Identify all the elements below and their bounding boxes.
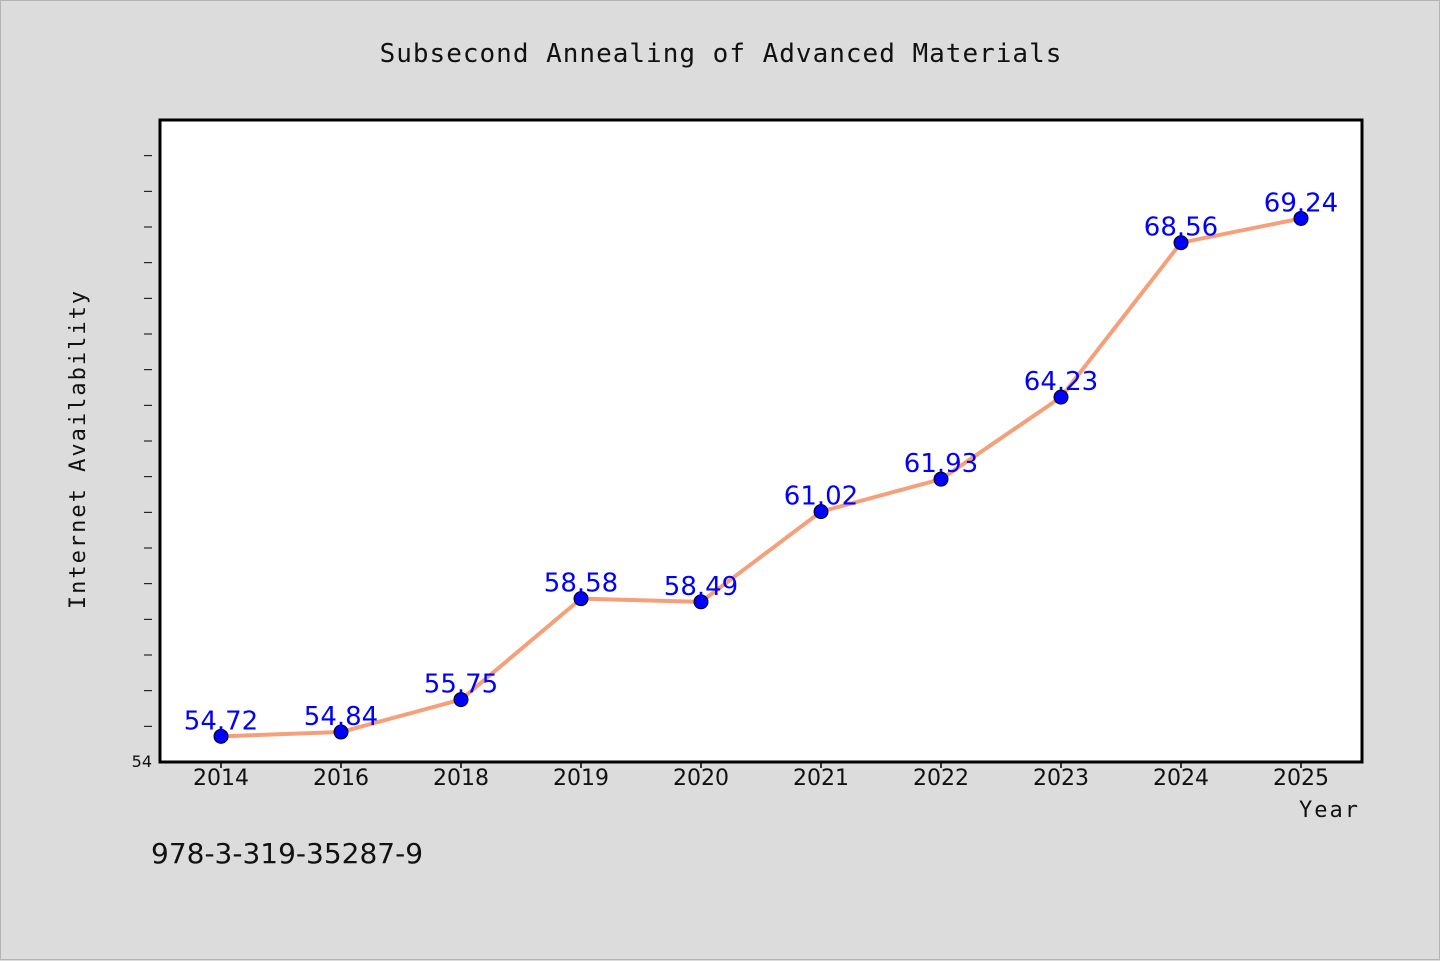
x-tick-label: 2020 [673, 766, 729, 791]
data-label: 58.49 [664, 572, 738, 602]
data-label: 58.58 [544, 569, 618, 599]
x-tick-label: 2021 [793, 766, 849, 791]
x-axis-ticks: 2014 2016 2018 2019 2020 2021 2022 2023 2024 2025 [193, 762, 1329, 791]
data-point [333, 724, 349, 740]
data-label: 54.84 [304, 702, 378, 732]
data-point [1293, 210, 1309, 226]
footnote-isbn: 978-3-319-35287-9 [151, 837, 423, 870]
data-label: 61.02 [784, 482, 858, 512]
data-point [813, 504, 829, 520]
x-tick-label: 2022 [913, 766, 969, 791]
data-point [1173, 235, 1189, 251]
data-label: 69.24 [1264, 188, 1338, 218]
data-label: 68.56 [1144, 213, 1218, 243]
data-label: 61.93 [904, 449, 978, 479]
data-point [1053, 389, 1069, 405]
x-tick-label: 2024 [1153, 766, 1209, 791]
chart-title: Subsecond Annealing of Advanced Material… [380, 39, 1063, 69]
data-label: 64.23 [1024, 367, 1098, 397]
data-point [573, 591, 589, 607]
x-tick-label: 2018 [433, 766, 489, 791]
x-tick-label: 2019 [553, 766, 609, 791]
data-point [933, 471, 949, 487]
x-tick-label: 2025 [1273, 766, 1329, 791]
x-tick-label: 2016 [313, 766, 369, 791]
data-label: 54.72 [184, 706, 258, 736]
y-axis-label: Internet Availability [66, 289, 91, 609]
series-line [219, 216, 1303, 739]
y-axis-ticks [144, 155, 152, 727]
plot-area [158, 118, 1364, 764]
y-tick-label: 54 [132, 752, 152, 771]
x-tick-label: 2023 [1033, 766, 1089, 791]
data-point [213, 728, 229, 744]
series-layer: 54.72 54.84 55.75 58.58 58.49 61.02 61.93 64.23… [184, 188, 1338, 744]
data-point [453, 692, 469, 708]
x-tick-label: 2014 [193, 766, 249, 791]
x-axis-label: Year [1299, 798, 1360, 823]
data-label: 55.75 [424, 670, 498, 700]
data-point [693, 594, 709, 610]
